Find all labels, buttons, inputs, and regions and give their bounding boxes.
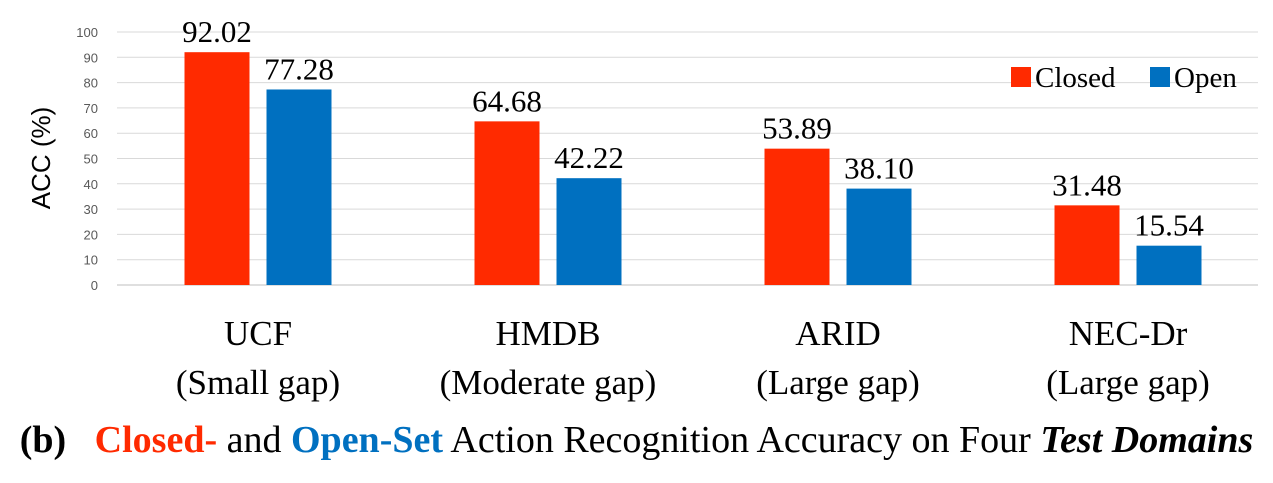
figure-caption: (b) Closed- and Open-Set Action Recognit… <box>0 418 1273 462</box>
y-tick-label: 50 <box>84 152 98 167</box>
y-tick-label: 20 <box>84 227 98 242</box>
bar-open <box>266 89 332 285</box>
bar-closed <box>764 148 830 285</box>
y-tick-label: 40 <box>84 177 98 192</box>
legend: Closed Open <box>1011 62 1237 94</box>
caption-and: and <box>217 419 291 461</box>
x-axis-labels: UCF (Small gap) HMDB (Moderate gap) ARID (Lar… <box>176 314 1210 402</box>
bar-chart: 0 10 20 30 40 50 60 70 80 90 100 ACC (%) 92.02 64.6… <box>26 14 1258 402</box>
legend-label-closed: Closed <box>1035 62 1116 94</box>
y-tick-label: 70 <box>84 101 98 116</box>
x-category-label: ARID <box>795 314 881 353</box>
bar-open <box>556 178 622 285</box>
y-axis-label: ACC (%) <box>26 107 56 210</box>
bar-closed <box>1054 205 1120 285</box>
x-category-label: NEC-Dr <box>1069 314 1188 353</box>
caption-open: Open-Set <box>291 419 443 461</box>
x-category-sublabel: (Small gap) <box>176 363 340 402</box>
bars: 92.02 64.68 53.89 31.48 77.28 42.22 38.10 15.54 <box>182 14 1204 286</box>
x-category-sublabel: (Large gap) <box>1046 363 1210 402</box>
x-category-sublabel: (Large gap) <box>756 363 920 402</box>
data-label: 15.54 <box>1134 208 1204 243</box>
bar-closed <box>474 121 540 286</box>
bar-open <box>1136 245 1202 285</box>
caption-prefix: (b) <box>19 419 67 461</box>
data-label: 42.22 <box>554 140 624 175</box>
legend-label-open: Open <box>1174 62 1237 94</box>
data-label: 31.48 <box>1052 167 1122 202</box>
caption-middle: Action Recognition Accuracy on Four <box>443 419 1041 461</box>
y-tick-label: 30 <box>84 202 98 217</box>
legend-swatch-open <box>1150 67 1170 87</box>
y-tick-label: 10 <box>84 253 98 268</box>
data-label: 92.02 <box>182 14 252 49</box>
caption-closed: Closed- <box>94 419 218 461</box>
caption-italic: Test Domains <box>1040 419 1254 461</box>
y-tick-label: 90 <box>84 50 98 65</box>
data-label: 77.28 <box>264 51 334 86</box>
y-axis-ticks: 0 10 20 30 40 50 60 70 80 90 100 <box>76 25 98 293</box>
legend-swatch-closed <box>1011 67 1031 87</box>
data-label: 38.10 <box>844 151 914 186</box>
data-label: 53.89 <box>762 111 832 146</box>
y-tick-label: 100 <box>76 25 98 40</box>
y-tick-label: 80 <box>84 76 98 91</box>
x-category-sublabel: (Moderate gap) <box>440 363 657 402</box>
y-tick-label: 0 <box>91 278 98 293</box>
x-category-label: UCF <box>224 314 292 353</box>
y-tick-label: 60 <box>84 126 98 141</box>
bar-closed <box>184 52 250 286</box>
data-label: 64.68 <box>472 83 542 118</box>
bar-open <box>846 188 912 285</box>
x-category-label: HMDB <box>495 314 600 353</box>
